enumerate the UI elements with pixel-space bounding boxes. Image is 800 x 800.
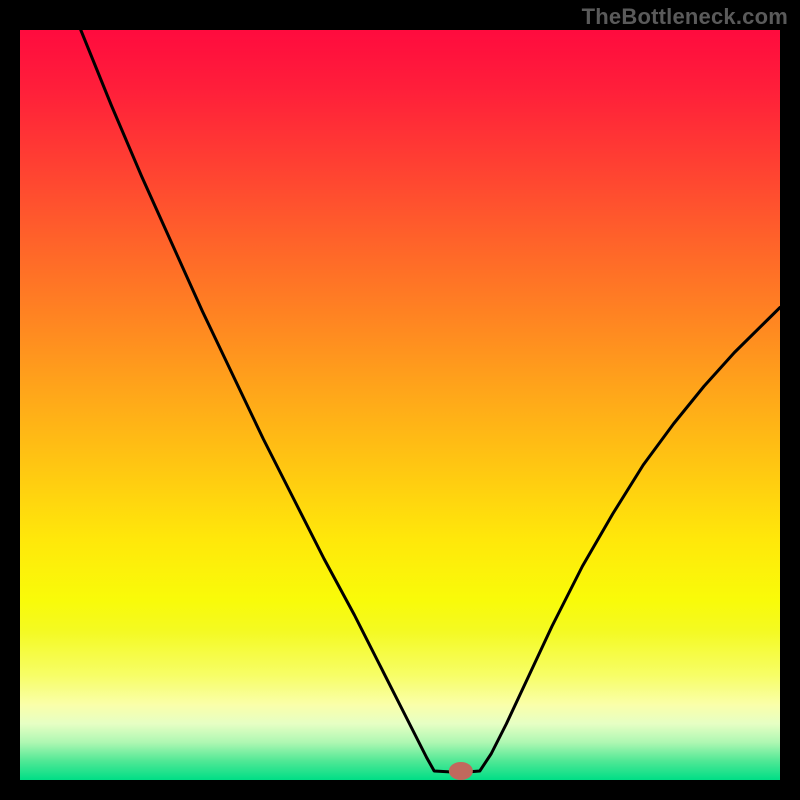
plot-area — [20, 30, 780, 780]
bottleneck-curve — [20, 30, 780, 780]
watermark-text: TheBottleneck.com — [582, 4, 788, 30]
chart-frame: TheBottleneck.com — [0, 0, 800, 800]
